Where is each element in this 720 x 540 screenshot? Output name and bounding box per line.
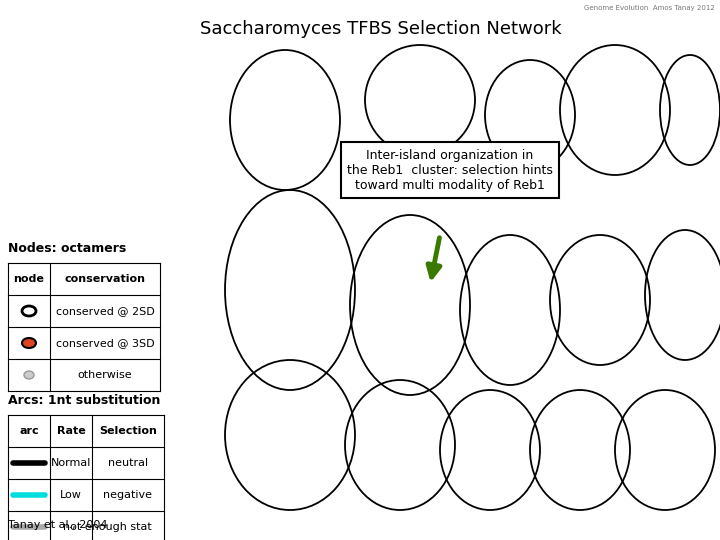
Text: Low: Low [60,490,82,500]
Text: node: node [14,274,45,284]
Text: Nodes: octamers: Nodes: octamers [8,242,126,255]
Text: not enough stat: not enough stat [63,522,151,532]
Text: Tanay et al., 2004: Tanay et al., 2004 [8,520,107,530]
Text: neutral: neutral [108,458,148,468]
Text: conservation: conservation [65,274,145,284]
Ellipse shape [22,338,36,348]
Text: conserved @ 3SD: conserved @ 3SD [55,338,154,348]
Text: negative: negative [104,490,153,500]
Text: otherwise: otherwise [78,370,132,380]
Text: Inter-island organization in
the Reb1  cluster: selection hints
toward multi mod: Inter-island organization in the Reb1 cl… [347,148,553,192]
Text: Arcs: 1nt substitution: Arcs: 1nt substitution [8,394,161,407]
Ellipse shape [24,371,34,379]
Text: arc: arc [19,426,39,436]
Text: Rate: Rate [57,426,86,436]
Text: Genome Evolution  Amos Tanay 2012: Genome Evolution Amos Tanay 2012 [584,5,715,11]
Text: Selection: Selection [99,426,157,436]
Text: Saccharomyces TFBS Selection Network: Saccharomyces TFBS Selection Network [200,20,562,38]
Text: conserved @ 2SD: conserved @ 2SD [55,306,154,316]
Text: Normal: Normal [51,458,91,468]
